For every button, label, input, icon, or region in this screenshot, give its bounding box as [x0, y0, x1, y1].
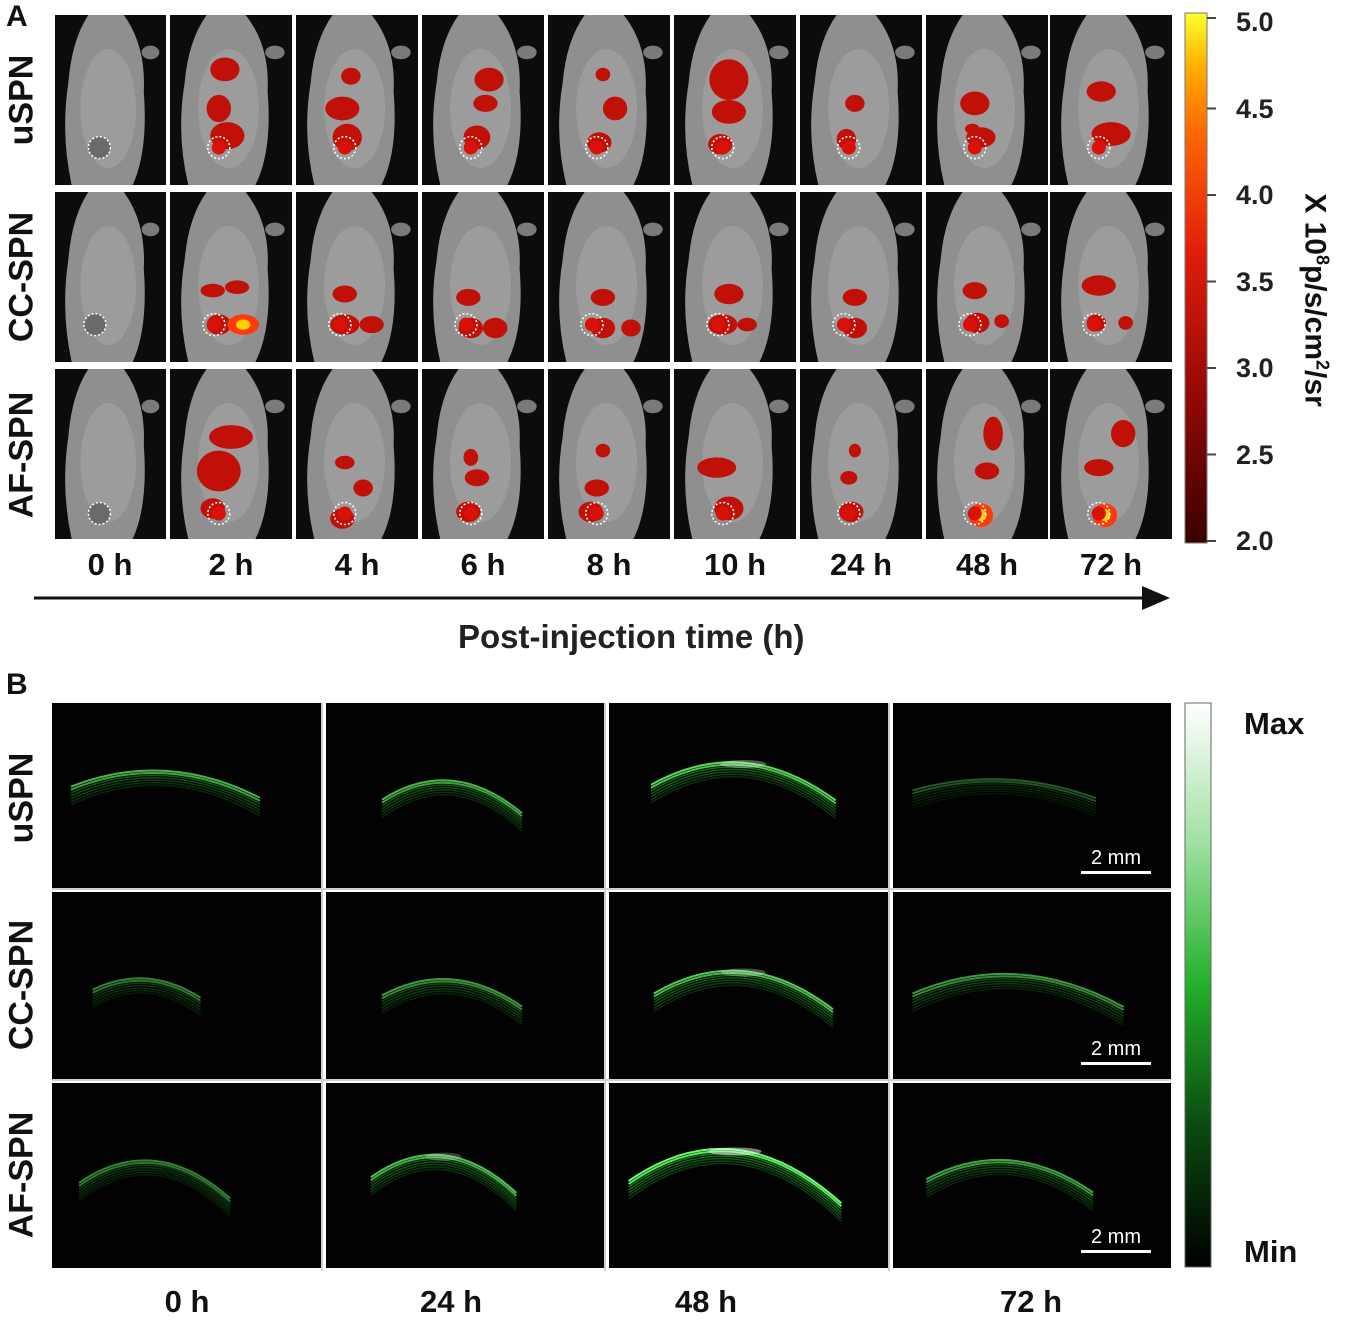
pa-image-r1-t2	[326, 703, 606, 889]
mouse-image-r3-t2	[170, 369, 292, 539]
mouse-image-r3-t1	[55, 369, 166, 539]
panel-b-colorbar-min: Min	[1244, 1234, 1298, 1269]
panel-a-colorbar-tick-5: 3.0	[1236, 353, 1274, 383]
pa-image-r3-t4	[893, 1083, 1171, 1268]
panel-a-time-4: 6 h	[460, 547, 506, 582]
scale-bar-label: 2 mm	[1091, 1038, 1141, 1060]
panel-b-colorbar-max: Max	[1244, 706, 1305, 741]
mouse-image-r3-t6	[674, 369, 796, 539]
scale-bar-line	[1081, 1250, 1151, 1253]
panel-a-colorbar-tick-6: 2.5	[1236, 439, 1274, 470]
mouse-image-r1-t3	[296, 15, 418, 185]
mouse-image-r2-t5	[548, 192, 670, 362]
pa-image-r2-t3	[609, 892, 889, 1080]
time-arrow	[34, 586, 1170, 610]
panel-a-colorbar-tick-2: 4.5	[1236, 93, 1274, 124]
mouse-image-r2-t4	[422, 192, 544, 362]
pa-image-r1-t3	[609, 703, 889, 889]
pa-image-r1-t1	[52, 703, 322, 889]
pa-image-r2-t1	[52, 892, 322, 1080]
panel-a-time-7: 24 h	[829, 547, 893, 582]
scale-bar-label: 2 mm	[1091, 1226, 1141, 1248]
scale-bar-line	[1081, 1062, 1151, 1065]
pa-image-r3-t3	[609, 1083, 889, 1268]
panel-b-row-label-afspn: AF-SPN	[2, 1111, 41, 1239]
mouse-image-r1-t7	[800, 15, 922, 185]
mouse-image-r1-t6	[674, 15, 796, 185]
panel-b-time-1: 0 h	[164, 1284, 210, 1319]
scale-bar-r2: 2 mm	[1081, 1038, 1151, 1065]
mouse-image-r3-t9	[1050, 369, 1172, 539]
mouse-image-r1-t2	[170, 15, 292, 185]
mouse-image-r3-t8	[926, 369, 1048, 539]
mouse-image-r2-t8	[926, 192, 1048, 362]
mouse-image-r2-t7	[800, 192, 922, 362]
scale-bar-r1: 2 mm	[1081, 847, 1151, 874]
panel-b-row-label-ccspn: CC-SPN	[2, 919, 41, 1051]
mouse-image-r2-t2	[170, 192, 292, 362]
scale-bar-r3: 2 mm	[1081, 1226, 1151, 1253]
scale-bar-line	[1081, 871, 1151, 874]
mouse-image-r2-t1	[55, 192, 166, 362]
mouse-image-r1-t5	[548, 15, 670, 185]
mouse-image-r2-t3	[296, 192, 418, 362]
panel-b-time-2: 24 h	[419, 1284, 483, 1319]
mouse-image-r1-t4	[422, 15, 544, 185]
pa-image-r3-t2	[326, 1083, 606, 1268]
mouse-image-r2-t6	[674, 192, 796, 362]
panel-b-row-label-uspn: uSPN	[2, 752, 41, 844]
mouse-image-r3-t7	[800, 369, 922, 539]
panel-a-time-5: 8 h	[586, 547, 632, 582]
panel-b-image-grid	[52, 703, 1171, 1271]
mouse-image-r1-t9	[1050, 15, 1172, 185]
panel-a-letter: A	[6, 0, 28, 33]
panel-a-axis-title: Post-injection time (h)	[458, 618, 805, 655]
scale-bar-label: 2 mm	[1091, 847, 1141, 869]
panel-a-colorbar-tick-7: 2.0	[1236, 526, 1274, 556]
pa-image-r2-t2	[326, 892, 606, 1080]
panel-a-time-6: 10 h	[703, 547, 767, 582]
panel-a-colorbar	[1184, 12, 1216, 544]
panel-a-colorbar-tick-4: 3.5	[1236, 266, 1274, 297]
mouse-image-r1-t8	[926, 15, 1048, 185]
panel-b-time-4: 72 h	[999, 1284, 1063, 1319]
pa-image-r1-t4	[893, 703, 1171, 889]
panel-a-time-8: 48 h	[955, 547, 1019, 582]
panel-b-time-3: 48 h	[674, 1284, 738, 1319]
panel-a-colorbar-tick-3: 4.0	[1236, 180, 1274, 210]
panel-a-colorbar-unit: X 108p/s/cm2/sr	[1298, 193, 1333, 407]
panel-a-image-grid	[0, 0, 1180, 560]
mouse-image-r3-t3	[296, 369, 418, 539]
pa-image-r3-t1	[52, 1083, 322, 1268]
panel-a-time-9: 72 h	[1079, 547, 1143, 582]
panel-a-time-2: 2 h	[208, 547, 254, 582]
mouse-image-r3-t5	[548, 369, 670, 539]
panel-b-letter: B	[6, 668, 28, 701]
mouse-image-r3-t4	[422, 369, 544, 539]
mouse-image-r2-t9	[1050, 192, 1172, 362]
panel-b-colorbar	[1184, 702, 1212, 1268]
panel-b-grid-lines	[52, 703, 1171, 1271]
mouse-image-r1-t1	[55, 15, 166, 185]
panel-a-time-3: 4 h	[334, 547, 380, 582]
panel-a-time-1: 0 h	[87, 547, 133, 582]
panel-a-colorbar-tick-1: 5.0	[1236, 7, 1274, 37]
pa-image-r2-t4	[893, 892, 1171, 1080]
